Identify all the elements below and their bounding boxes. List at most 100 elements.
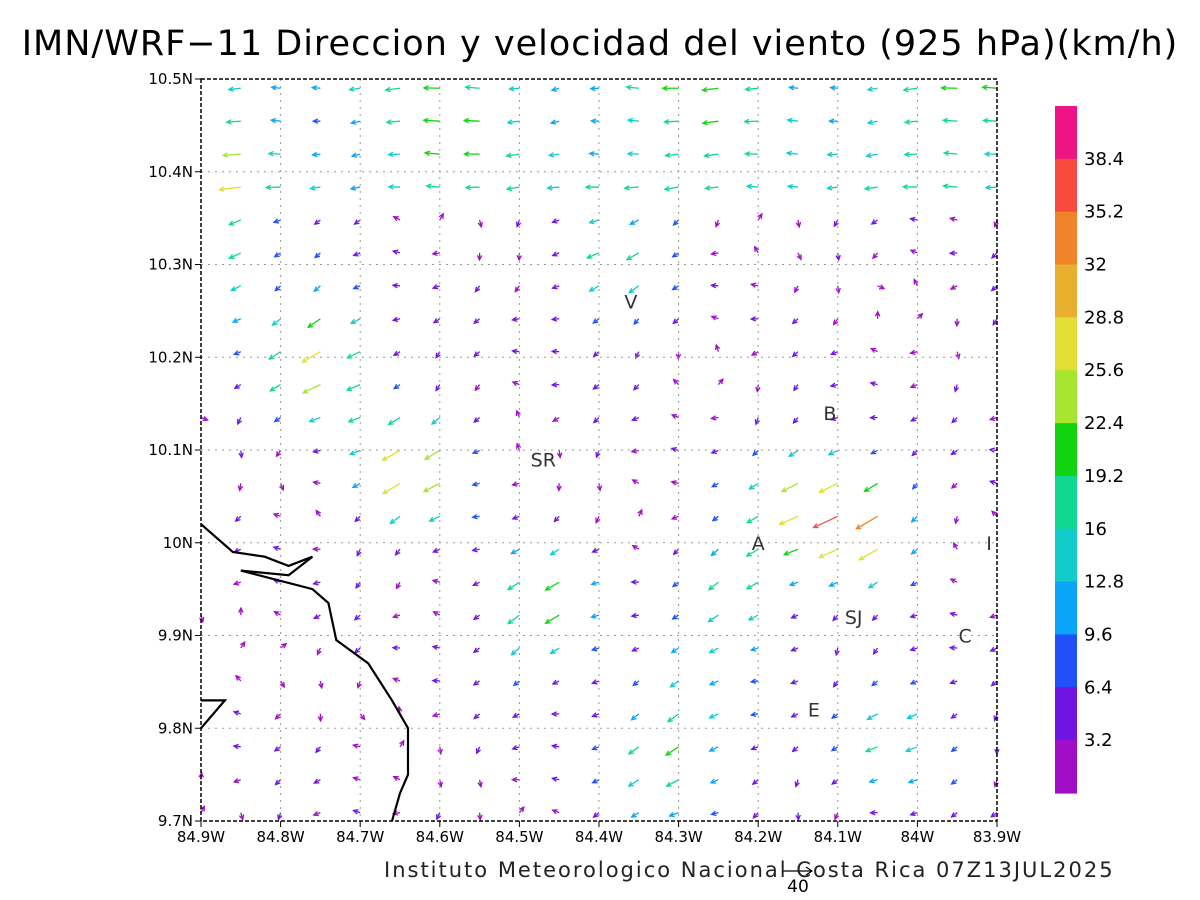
wind-vector xyxy=(745,581,759,590)
wind-vector xyxy=(349,185,361,191)
wind-vector xyxy=(866,713,878,721)
wind-vector xyxy=(511,712,520,718)
wind-vector xyxy=(661,85,679,92)
wind-vector xyxy=(232,743,241,750)
wind-vector xyxy=(990,680,998,687)
wind-vector xyxy=(988,479,998,486)
wind-vector xyxy=(626,117,639,124)
wind-vector xyxy=(352,809,361,815)
wind-vector xyxy=(790,613,799,619)
colorbar-label: 32 xyxy=(1084,255,1107,276)
wind-vector xyxy=(628,219,640,225)
wind-vector xyxy=(391,316,401,323)
reference-vector-label: 40 xyxy=(787,877,809,897)
wind-vector xyxy=(233,350,242,356)
wind-vector xyxy=(431,547,441,553)
wind-vector xyxy=(669,680,679,688)
wind-vector xyxy=(749,316,759,322)
wind-vector xyxy=(591,712,600,718)
wind-vector xyxy=(904,746,918,753)
x-tick-label: 84.1W xyxy=(814,828,862,846)
wind-vector xyxy=(795,219,802,229)
wind-vector xyxy=(874,310,881,319)
wind-vector xyxy=(707,614,719,623)
wind-vector xyxy=(630,416,640,422)
wind-vector xyxy=(953,516,960,525)
wind-vector xyxy=(309,185,321,191)
wind-vector xyxy=(476,252,483,262)
wind-vector xyxy=(272,512,281,519)
coastline-segment xyxy=(200,523,410,822)
wind-vector xyxy=(710,250,719,257)
wind-vector xyxy=(708,647,719,654)
wind-vector xyxy=(710,548,719,557)
wind-vector xyxy=(793,384,799,392)
wind-vector xyxy=(625,84,639,91)
wind-vector xyxy=(271,318,282,327)
wind-vector xyxy=(909,383,918,389)
wind-vector xyxy=(941,117,958,124)
wind-vector xyxy=(826,185,838,191)
wind-vector xyxy=(637,508,643,517)
wind-vector xyxy=(954,318,960,328)
wind-vector xyxy=(423,150,440,156)
wind-vector xyxy=(268,351,281,360)
wind-vector xyxy=(627,779,640,787)
wind-vector xyxy=(625,252,640,261)
wind-vector xyxy=(273,416,281,423)
wind-vector xyxy=(348,449,361,456)
wind-vector xyxy=(349,119,361,125)
wind-vector xyxy=(630,448,639,454)
wind-vector xyxy=(473,713,481,720)
wind-vector xyxy=(871,614,879,622)
wind-vector xyxy=(511,316,520,322)
wind-vector xyxy=(228,252,242,259)
wind-vector xyxy=(632,384,640,391)
wind-vector xyxy=(391,249,401,255)
wind-vector xyxy=(588,218,600,225)
wind-vector xyxy=(708,713,719,719)
wind-vector xyxy=(988,613,998,619)
wind-vector xyxy=(671,581,679,588)
wind-vector xyxy=(270,85,281,91)
wind-vector xyxy=(869,809,878,816)
wind-vector xyxy=(227,219,242,226)
wind-vector xyxy=(828,581,839,587)
wind-vector xyxy=(708,746,719,752)
wind-vector xyxy=(423,449,441,460)
wind-vector xyxy=(556,450,563,459)
wind-vector xyxy=(911,449,918,457)
wind-vector xyxy=(588,285,600,292)
wind-vector xyxy=(505,152,520,159)
wind-vector xyxy=(348,86,361,92)
wind-vector xyxy=(551,251,560,257)
wind-vector xyxy=(269,384,281,392)
wind-vector xyxy=(437,746,443,756)
wind-vector xyxy=(422,85,440,91)
wind-vector xyxy=(392,775,401,781)
wind-vector xyxy=(381,449,401,462)
wind-vector xyxy=(272,218,281,224)
wind-vector xyxy=(592,417,600,424)
wind-vector xyxy=(981,117,998,124)
wind-vector xyxy=(949,284,958,290)
wind-vector xyxy=(903,119,918,125)
wind-vector xyxy=(356,548,362,557)
wind-vector xyxy=(786,183,799,190)
x-tick-label: 84W xyxy=(900,828,934,846)
wind-vector xyxy=(310,85,321,91)
wind-vector xyxy=(863,482,878,493)
wind-vector xyxy=(949,679,958,685)
wind-vector xyxy=(909,581,918,587)
wind-vector xyxy=(865,152,878,159)
wind-vector xyxy=(315,509,322,517)
wind-vector xyxy=(312,778,321,784)
wind-vector xyxy=(906,713,918,720)
wind-vector xyxy=(391,282,401,289)
wind-vector xyxy=(829,350,839,356)
wind-vector xyxy=(511,745,520,751)
wind-vector xyxy=(787,85,799,91)
wind-vector xyxy=(708,680,719,686)
reference-vector-head xyxy=(805,866,814,876)
wind-vector xyxy=(989,646,998,652)
